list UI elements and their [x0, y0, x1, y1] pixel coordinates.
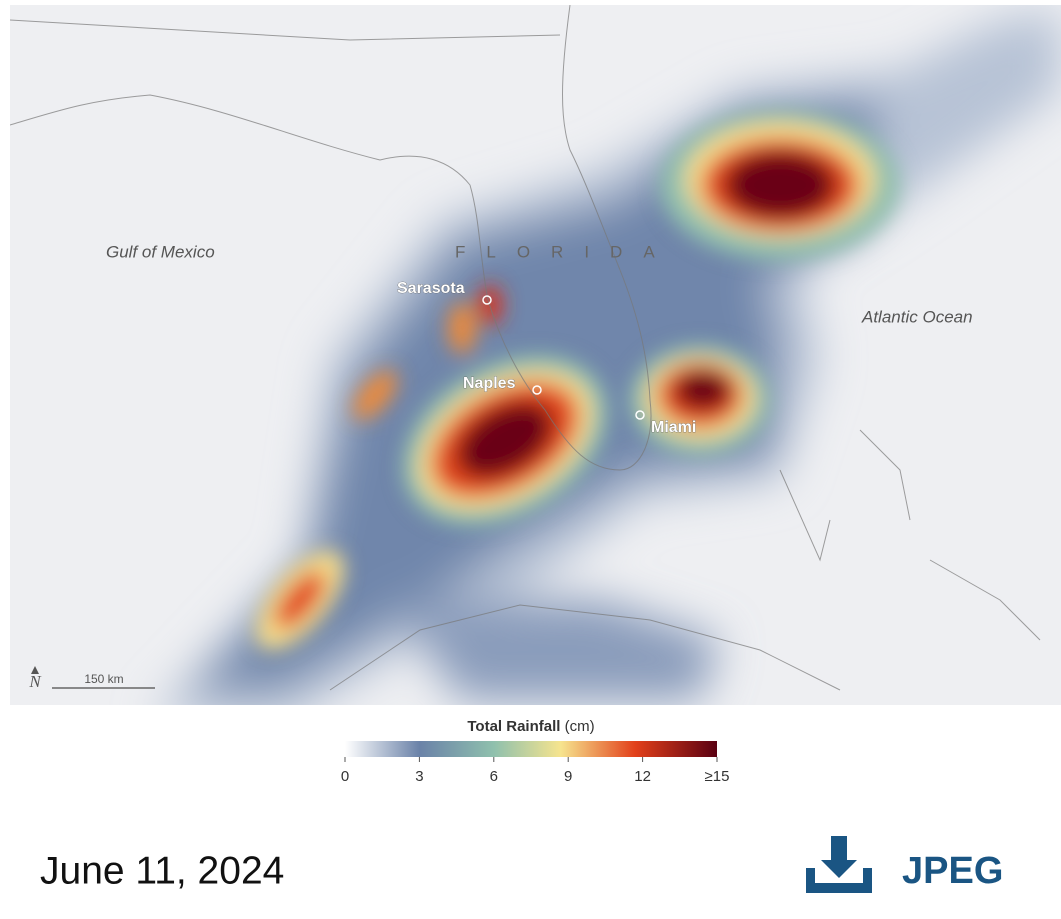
- rain-core: [255, 110, 900, 650]
- city-marker: [635, 410, 645, 420]
- coastlines: [10, 5, 1041, 691]
- map-image: [10, 5, 1061, 705]
- city-label: Naples: [463, 375, 516, 392]
- colorbar-tick-label: 6: [490, 768, 498, 785]
- north-label: N: [28, 672, 42, 691]
- colorbar-tick-label: ≥15: [705, 768, 730, 785]
- legend-title: Total Rainfall (cm): [467, 718, 594, 735]
- download-link[interactable]: JPEG: [902, 850, 1003, 892]
- colorbar-ticks: 0 3 6 9 12 ≥15: [341, 757, 730, 785]
- city-label: Sarasota: [397, 280, 465, 297]
- city-marker: [482, 295, 492, 305]
- state-label: FLORIDA: [455, 242, 676, 261]
- colorbar-tick-label: 3: [415, 768, 423, 785]
- north-arrow: [31, 666, 39, 674]
- scale-label: 150 km: [84, 672, 123, 686]
- colorbar-tick-label: 0: [341, 768, 349, 785]
- colorbar-tick-label: 9: [564, 768, 572, 785]
- colorbar-tick-label: 12: [634, 768, 651, 785]
- colorbar: [345, 741, 717, 757]
- legend-unit: (cm): [565, 718, 595, 735]
- city-marker: [532, 385, 542, 395]
- date: June 11, 2024: [40, 849, 284, 892]
- legend-title-text: Total Rainfall: [467, 718, 560, 735]
- download-icon[interactable]: [806, 836, 872, 893]
- city-label: Miami: [651, 419, 696, 436]
- gulf-label: Gulf of Mexico: [106, 242, 215, 261]
- ocean-label: Atlantic Ocean: [861, 307, 973, 326]
